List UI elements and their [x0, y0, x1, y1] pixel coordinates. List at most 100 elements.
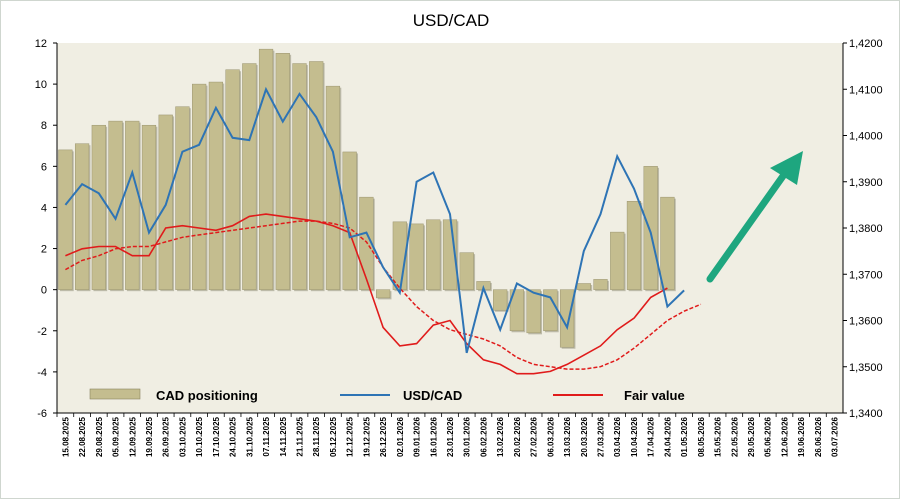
x-tick-label: 13.03.2026 [563, 416, 572, 457]
x-tick-label: 12.09.2025 [128, 416, 137, 457]
right-tick-label: 1,4000 [849, 131, 883, 143]
bar-cad-positioning [375, 289, 391, 299]
bar-cad-positioning [643, 166, 658, 290]
bar-cad-positioning [660, 196, 675, 290]
x-tick-label: 15.05.2026 [714, 416, 723, 457]
bar-cad-positioning [325, 85, 341, 290]
bar-cad-positioning [626, 201, 642, 290]
x-tick-label: 29.05.2026 [747, 416, 756, 457]
bar-cad-positioning [258, 48, 274, 290]
legend-cad-positioning: CAD positioning [156, 388, 258, 403]
bar-cad-positioning [91, 124, 106, 290]
x-tick-label: 09.01.2026 [413, 416, 422, 457]
x-tick-label: 20.02.2026 [513, 416, 522, 457]
x-tick-label: 28.11.2025 [312, 416, 321, 456]
x-tick-label: 19.06.2026 [797, 416, 806, 457]
x-tick-label: 29.08.2025 [95, 416, 104, 457]
left-tick-label: 12 [35, 38, 47, 50]
bar-cad-positioning [593, 279, 608, 290]
right-tick-label: 1,3400 [849, 408, 883, 420]
left-tick-label: 6 [41, 161, 47, 173]
x-tick-label: 31.10.2025 [245, 416, 254, 457]
bar-cad-positioning [459, 252, 474, 290]
bar-cad-positioning [275, 53, 290, 290]
right-tick-label: 1,3700 [849, 269, 883, 281]
bar-cad-positioning [58, 149, 73, 290]
bar-cad-positioning [175, 106, 190, 290]
right-tick-label: 1,3500 [849, 362, 883, 374]
bar-cad-positioning [559, 289, 575, 348]
x-tick-label: 21.11.2025 [295, 416, 304, 456]
x-tick-label: 05.12.2025 [329, 416, 338, 457]
x-tick-label: 12.12.2025 [346, 416, 355, 457]
bar-cad-positioning [576, 283, 591, 290]
bar-cad-positioning [426, 219, 441, 290]
bar-cad-positioning [409, 223, 424, 290]
bar-cad-positioning [208, 81, 223, 290]
legend-fair-value: Fair value [624, 388, 685, 403]
x-tick-label: 10.04.2026 [630, 416, 639, 457]
trend-arrow-head [770, 151, 803, 185]
legend-usdcad: USD/CAD [403, 388, 462, 403]
x-tick-label: 23.01.2026 [446, 416, 455, 457]
left-tick-label: 2 [41, 244, 47, 256]
x-tick-label: 05.09.2025 [112, 416, 121, 457]
bar-cad-positioning [192, 83, 207, 290]
x-tick-label: 06.02.2026 [479, 416, 488, 457]
x-tick-label: 19.12.2025 [362, 416, 371, 457]
right-tick-label: 1,3600 [849, 316, 883, 328]
x-tick-label: 05.06.2026 [764, 416, 773, 457]
x-tick-label: 22.05.2026 [730, 416, 739, 457]
left-tick-label: 10 [35, 79, 47, 91]
left-tick-label: 4 [41, 202, 47, 214]
x-tick-label: 12.06.2026 [780, 416, 789, 457]
left-tick-label: 0 [41, 285, 47, 297]
x-tick-label: 30.01.2026 [463, 416, 472, 457]
x-tick-label: 07.11.2025 [262, 416, 271, 456]
x-tick-label: 26.09.2025 [162, 416, 171, 457]
right-tick-label: 1,3800 [849, 223, 883, 235]
bar-cad-positioning [509, 289, 525, 332]
left-tick-label: -2 [37, 326, 47, 338]
x-tick-label: 24.04.2026 [663, 416, 672, 457]
x-tick-label: 26.06.2026 [814, 416, 823, 457]
bar-cad-positioning [141, 124, 157, 290]
x-tick-label: 17.04.2026 [647, 416, 656, 457]
x-tick-label: 19.09.2025 [145, 416, 154, 457]
x-tick-label: 13.02.2026 [496, 416, 505, 457]
right-tick-label: 1,4200 [849, 38, 883, 50]
bar-cad-positioning [242, 63, 257, 290]
bar-cad-positioning [493, 289, 508, 311]
x-tick-label: 22.08.2025 [78, 416, 87, 457]
x-tick-label: 26.12.2025 [379, 416, 388, 457]
left-tick-label: -4 [37, 367, 47, 379]
x-tick-label: 06.03.2026 [546, 416, 555, 457]
x-tick-label: 15.08.2025 [61, 416, 70, 457]
left-tick-label: -6 [37, 408, 47, 420]
bar-cad-positioning [225, 69, 240, 290]
x-tick-label: 10.10.2025 [195, 416, 204, 457]
x-tick-label: 17.10.2025 [212, 416, 221, 457]
line-fair-value [65, 213, 668, 375]
bar-cad-positioning [292, 63, 307, 290]
x-tick-label: 03.07.2026 [831, 416, 840, 457]
bar-cad-positioning [610, 231, 625, 290]
chart-title: USD/CAD [412, 11, 490, 30]
bar-cad-positioning [526, 289, 541, 334]
x-tick-label: 27.02.2026 [530, 416, 539, 457]
bar-cad-positioning [359, 196, 374, 290]
x-tick-label: 03.10.2025 [178, 416, 187, 457]
trend-arrow-shaft [706, 165, 792, 283]
x-tick-label: 03.04.2026 [613, 416, 622, 457]
x-tick-label: 20.03.2026 [580, 416, 589, 457]
left-tick-label: 8 [41, 120, 47, 132]
bar-cad-positioning [342, 151, 357, 290]
x-tick-label: 08.05.2026 [697, 416, 706, 457]
bar-cad-positioning [309, 61, 324, 290]
bar-cad-positioning [74, 143, 90, 290]
right-tick-label: 1,4100 [849, 84, 883, 96]
x-tick-label: 14.11.2025 [279, 416, 288, 456]
x-tick-label: 16.01.2026 [429, 416, 438, 457]
legend-bar-swatch [89, 388, 141, 400]
